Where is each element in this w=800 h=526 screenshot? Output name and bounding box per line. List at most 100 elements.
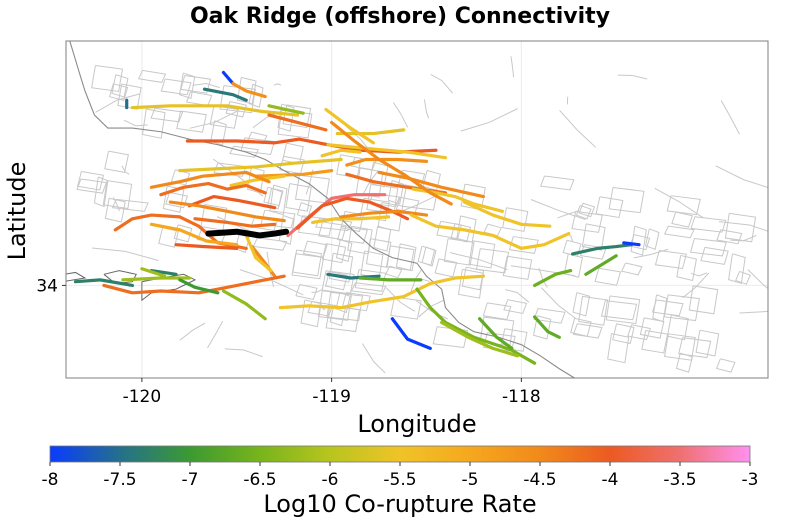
connected-fault-6 <box>267 113 328 132</box>
background-fault <box>102 180 133 210</box>
connected-fault-27 <box>174 243 239 250</box>
background-fault <box>225 101 248 118</box>
background-fault <box>104 197 126 223</box>
connected-fault-20 <box>149 170 271 189</box>
background-fault <box>150 107 184 123</box>
y-axis-ticks: 34 <box>36 276 66 296</box>
connected-fault-3 <box>231 81 267 99</box>
background-fault <box>123 119 148 127</box>
colorbar-tick-label: -7.5 <box>103 470 136 490</box>
background-fault <box>141 108 166 139</box>
connected-fault-46 <box>478 317 514 350</box>
background-fault <box>689 238 727 257</box>
background-fault <box>326 291 364 322</box>
background-fault <box>747 269 768 290</box>
connected-fault-50 <box>149 269 178 276</box>
background-fault <box>695 329 720 357</box>
background-fault <box>108 83 129 101</box>
background-fault <box>93 176 109 208</box>
background-fault <box>350 282 387 296</box>
background-fault <box>621 262 643 276</box>
chart-title: Oak Ridge (offshore) Connectivity <box>190 4 610 29</box>
colorbar-tick-label: -5 <box>462 470 479 490</box>
background-fault <box>423 99 430 119</box>
connected-fault-23 <box>168 200 286 223</box>
background-fault <box>627 324 651 341</box>
background-fault <box>654 249 687 270</box>
colorbar-tick-label: -3 <box>742 470 759 490</box>
background-fault <box>318 221 347 241</box>
background-fault <box>178 72 196 99</box>
colorbar-tick-label: -3.5 <box>663 470 696 490</box>
colorbar-tick-label: -4 <box>602 470 619 490</box>
x-tick-label: -119 <box>312 387 351 407</box>
background-fault <box>571 210 603 233</box>
background-fault <box>76 171 105 191</box>
colorbar-tick-label: -5.5 <box>383 470 416 490</box>
background-fault <box>390 296 422 320</box>
connected-fault-22 <box>187 194 277 210</box>
background-fault <box>335 292 351 314</box>
background-fault <box>311 289 323 294</box>
background-fault <box>263 186 284 207</box>
background-fault <box>359 197 390 222</box>
colorbar-tick-label: -7 <box>182 470 199 490</box>
background-fault <box>410 270 422 293</box>
connected-fault-37 <box>622 241 641 247</box>
background-fault <box>502 207 529 232</box>
background-fault <box>207 320 224 349</box>
background-fault <box>229 145 260 158</box>
background-fault <box>690 216 727 233</box>
background-fault <box>418 299 445 318</box>
background-fault <box>510 56 515 78</box>
background-fault <box>170 169 191 186</box>
background-fault <box>718 221 768 232</box>
connected-fault-40 <box>326 272 381 280</box>
background-fault <box>578 295 609 326</box>
background-fault <box>449 252 508 271</box>
background-fault <box>252 237 288 251</box>
background-fault <box>728 253 746 284</box>
background-fault <box>392 102 409 128</box>
background-fault <box>443 238 475 266</box>
connected-fault-26 <box>149 222 239 247</box>
background-fault <box>219 85 256 114</box>
background-fault <box>581 223 606 251</box>
oak-ridge-fault-trace <box>205 228 290 239</box>
background-fault <box>112 197 120 212</box>
connected-fault-42 <box>278 274 486 310</box>
connected-fault-18 <box>320 148 362 158</box>
connected-fault-21 <box>159 181 267 197</box>
background-fault <box>365 238 392 268</box>
background-fault <box>530 199 586 220</box>
background-fault <box>240 137 276 156</box>
background-fault <box>335 239 353 262</box>
background-fault <box>209 105 239 129</box>
background-fault <box>654 187 704 219</box>
background-fault <box>502 255 533 280</box>
background-fault <box>336 225 368 244</box>
background-fault <box>277 103 295 132</box>
background-fault <box>368 192 401 208</box>
background-fault <box>569 235 574 242</box>
background-fault <box>563 253 583 278</box>
background-fault <box>532 315 552 340</box>
background-fault <box>324 271 348 291</box>
background-fault <box>503 299 528 315</box>
connected-fault-17 <box>324 107 375 145</box>
background-fault <box>508 236 539 254</box>
background-fault <box>355 167 384 198</box>
background-fault <box>341 291 371 312</box>
background-fault <box>682 272 710 299</box>
background-fault <box>700 246 729 265</box>
background-fault <box>76 178 107 194</box>
connected-fault-19 <box>229 174 286 188</box>
background-fault <box>510 265 576 277</box>
background-fault <box>192 82 220 89</box>
background-fault <box>639 317 665 339</box>
background-fault <box>539 175 575 191</box>
background-fault <box>540 287 577 320</box>
background-fault <box>285 183 312 212</box>
x-tick-label: -120 <box>123 387 162 407</box>
